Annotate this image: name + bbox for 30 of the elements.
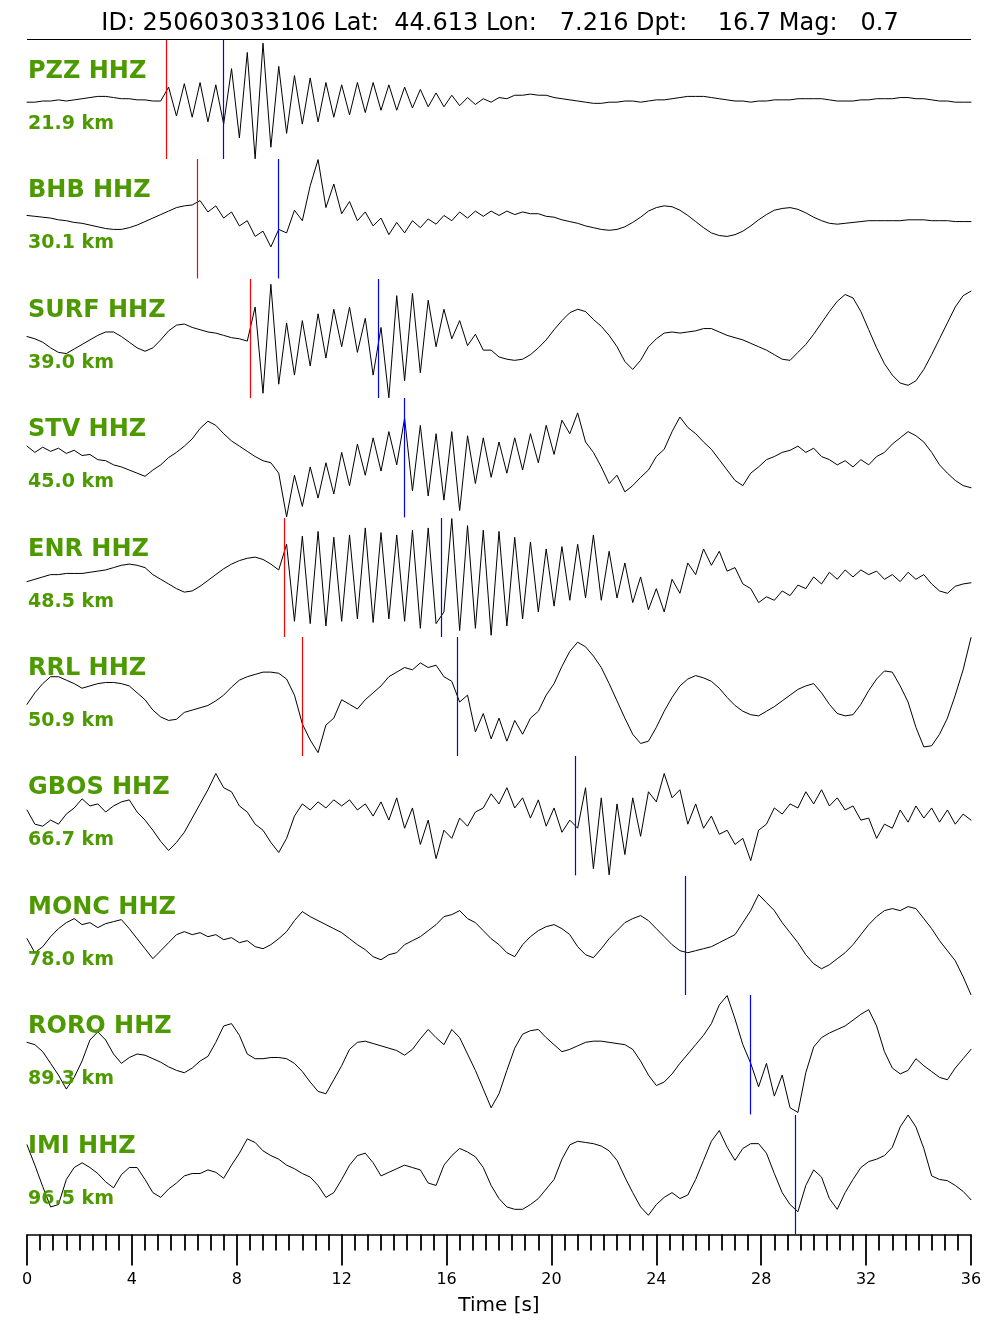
x-tick-label: 24 [646, 1268, 667, 1288]
text: SURF HHZ [28, 294, 166, 323]
text: 66.7 km [28, 827, 114, 850]
text: RORO HHZ [28, 1011, 172, 1040]
x-tick-label: 0 [21, 1268, 33, 1288]
text: 39.0 km [28, 349, 114, 372]
text: ID: 250603033106 Lat: 44.613 Lon: 7.216 Dpt: 16.7 Mag: 0.7 [101, 8, 899, 36]
x-tick-label: 8 [231, 1268, 242, 1288]
text: 45.0 km [28, 469, 114, 492]
text: 30.1 km [28, 230, 114, 253]
x-tick-label: 16 [436, 1268, 457, 1288]
x-axis-title: Time [s] [457, 1291, 540, 1316]
chart-title: MONC HHZ [28, 891, 176, 920]
text: 48.5 km [28, 588, 114, 611]
text: IMI HHZ [28, 1130, 136, 1159]
text: 78.0 km [28, 946, 114, 969]
text: ENR HHZ [28, 533, 149, 562]
text: RRL HHZ [28, 653, 147, 681]
x-tick-label: 36 [960, 1268, 982, 1288]
x-tick-label: 20 [541, 1268, 562, 1288]
chart-title: STV HHZ [28, 414, 147, 443]
chart-title: GBOS HHZ [28, 772, 170, 801]
text: 21.9 km [28, 111, 114, 133]
x-tick-label: 12 [331, 1268, 352, 1288]
text: BHB HHZ [28, 175, 151, 204]
text: PZZ HHZ [28, 56, 147, 84]
text: 50.9 km [28, 708, 114, 730]
x-tick-label: 4 [126, 1268, 137, 1288]
x-tick-label: 28 [751, 1268, 772, 1288]
x-tick-label: 32 [855, 1268, 877, 1288]
